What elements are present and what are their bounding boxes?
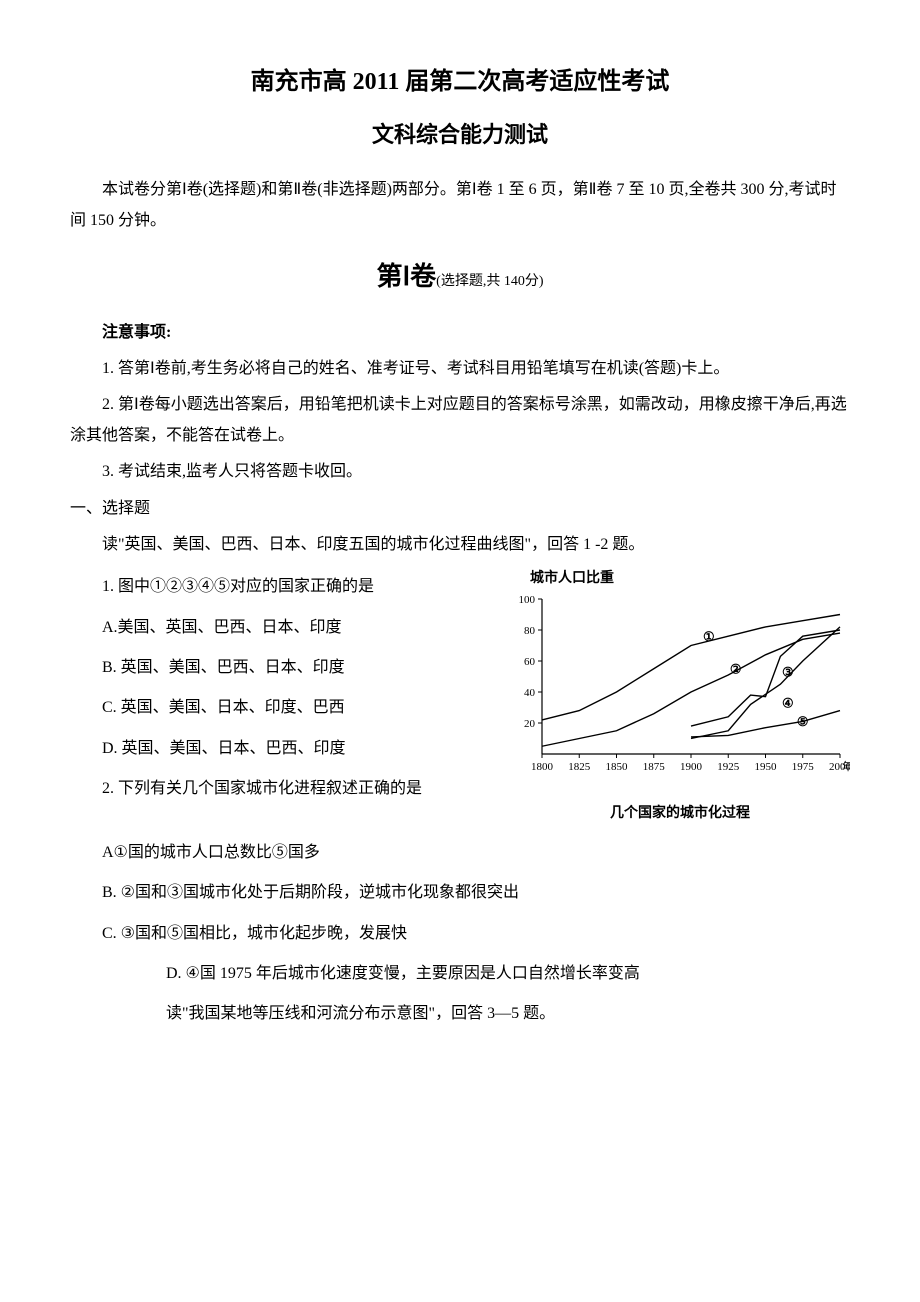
q2-option-a: A①国的城市人口总数比⑤国多 [70, 838, 850, 868]
svg-text:100: 100 [519, 594, 536, 606]
q1-option-c: C. 英国、美国、日本、印度、巴西 [70, 693, 490, 723]
q2-option-b: B. ②国和③国城市化处于后期阶段，逆城市化现象都很突出 [70, 878, 850, 908]
svg-text:⑤: ⑤ [797, 714, 809, 729]
q1-stem: 1. 图中①②③④⑤对应的国家正确的是 [70, 572, 490, 602]
q1-option-b: B. 英国、美国、巴西、日本、印度 [70, 653, 490, 683]
notice-2: 2. 第Ⅰ卷每小题选出答案后，用铅笔把机读卡上对应题目的答案标号涂黑，如需改动，… [70, 390, 850, 451]
svg-text:①: ① [703, 629, 715, 644]
svg-text:1925: 1925 [717, 761, 740, 773]
q2-stem: 2. 下列有关几个国家城市化进程叙述正确的是 [70, 774, 490, 804]
svg-text:年: 年 [842, 759, 850, 773]
part1-heading: 一、选择题 [70, 494, 850, 524]
section-label-big: 第Ⅰ卷 [377, 262, 437, 291]
section-title: 第Ⅰ卷(选择题,共 140分) [70, 252, 850, 301]
question-1-block: 1. 图中①②③④⑤对应的国家正确的是 A.美国、英国、巴西、日本、印度 B. … [70, 566, 850, 828]
svg-text:1875: 1875 [643, 761, 666, 773]
q2-option-d: D. ④国 1975 年后城市化速度变慢，主要原因是人口自然增长率变高 [70, 959, 850, 989]
svg-text:1800: 1800 [531, 761, 554, 773]
urbanization-chart: 城市人口比重 20 40 60 80 100 1800 1825 1850 1875 1900 19… [510, 566, 850, 828]
notice-1: 1. 答第Ⅰ卷前,考生务必将自己的姓名、准考证号、考试科目用铅笔填写在机读(答题… [70, 354, 850, 384]
q1-option-d: D. 英国、美国、日本、巴西、印度 [70, 734, 490, 764]
svg-text:1975: 1975 [792, 761, 815, 773]
q1-option-a: A.美国、英国、巴西、日本、印度 [70, 613, 490, 643]
notice-3: 3. 考试结束,监考人只将答题卡收回。 [70, 457, 850, 487]
svg-text:1850: 1850 [606, 761, 629, 773]
lead-2: 读"我国某地等压线和河流分布示意图"，回答 3—5 题。 [70, 999, 850, 1029]
lead-1: 读"英国、美国、巴西、日本、印度五国的城市化过程曲线图"，回答 1 -2 题。 [70, 530, 850, 560]
section-label-small: (选择题,共 140分) [436, 274, 543, 289]
chart-svg: 20 40 60 80 100 1800 1825 1850 1875 1900 1925 1950 1… [510, 593, 850, 788]
svg-text:②: ② [730, 661, 742, 676]
title-main: 南充市高 2011 届第二次高考适应性考试 [70, 60, 850, 106]
chart-title: 城市人口比重 [510, 566, 850, 593]
svg-text:80: 80 [524, 625, 536, 637]
intro-paragraph: 本试卷分第Ⅰ卷(选择题)和第Ⅱ卷(非选择题)两部分。第Ⅰ卷 1 至 6 页，第Ⅱ… [70, 175, 850, 236]
q2-option-c: C. ③国和⑤国相比，城市化起步晚，发展快 [70, 919, 850, 949]
svg-text:1825: 1825 [568, 761, 591, 773]
chart-caption: 几个国家的城市化过程 [510, 801, 850, 828]
svg-text:20: 20 [524, 718, 536, 730]
svg-text:1950: 1950 [755, 761, 778, 773]
svg-text:④: ④ [782, 695, 794, 710]
notice-header: 注意事项: [70, 318, 850, 348]
title-sub: 文科综合能力测试 [70, 114, 850, 156]
svg-text:40: 40 [524, 687, 536, 699]
svg-text:1900: 1900 [680, 761, 703, 773]
svg-text:60: 60 [524, 656, 536, 668]
